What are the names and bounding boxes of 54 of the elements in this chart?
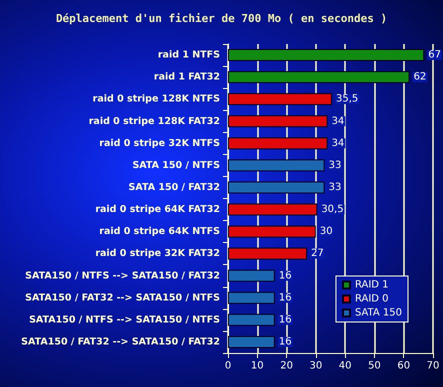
x-tick-label: 60 bbox=[397, 360, 410, 372]
y-tick-label: raid 0 stripe 32K FAT32 bbox=[95, 248, 220, 260]
y-tick-label: SATA150 / FAT32 --> SATA150 / NTFS bbox=[25, 292, 220, 304]
data-label: 16 bbox=[278, 292, 292, 304]
bar bbox=[228, 204, 318, 216]
x-tick-label: 0 bbox=[224, 360, 232, 372]
x-tick-label: 50 bbox=[368, 360, 381, 372]
data-label: 35,5 bbox=[336, 94, 358, 105]
data-label: 33 bbox=[328, 182, 342, 193]
y-tick-label: raid 1 NTFS bbox=[158, 50, 220, 61]
bar bbox=[228, 270, 275, 282]
bar bbox=[228, 248, 308, 260]
data-label: 16 bbox=[278, 336, 292, 348]
y-tick-label: raid 0 stripe 128K NTFS bbox=[92, 94, 220, 105]
data-label: 33 bbox=[328, 160, 342, 171]
data-label: 16 bbox=[278, 314, 292, 326]
y-tick-label: SATA 150 / NTFS bbox=[132, 160, 220, 171]
y-tick-label: raid 0 stripe 64K FAT32 bbox=[95, 204, 220, 216]
bar bbox=[228, 159, 325, 172]
data-label: 62 bbox=[414, 72, 426, 83]
bar bbox=[228, 336, 275, 348]
y-tick-label: SATA 150 / FAT32 bbox=[128, 182, 220, 193]
data-label: 30,5 bbox=[321, 204, 344, 216]
data-label: 27 bbox=[311, 248, 324, 260]
legend-label: SATA 150 bbox=[354, 308, 402, 318]
legend-label: RAID 0 bbox=[354, 294, 389, 304]
x-tick-label: 10 bbox=[250, 360, 264, 372]
bar bbox=[228, 49, 424, 62]
bar bbox=[228, 226, 316, 238]
y-tick-label: raid 1 FAT32 bbox=[154, 72, 220, 83]
bar bbox=[228, 181, 325, 194]
data-label: 16 bbox=[278, 270, 292, 282]
y-tick-label: SATA150 / FAT32 --> SATA150 / FAT32 bbox=[21, 336, 220, 348]
legend-label: RAID 1 bbox=[354, 280, 389, 290]
chart-title: Déplacement d'un fichier de 700 Mo ( en secondes ) bbox=[56, 12, 388, 25]
y-tick-label: SATA150 / NTFS --> SATA150 / NTFS bbox=[29, 314, 220, 326]
data-label: 34 bbox=[332, 138, 344, 149]
bar bbox=[228, 71, 410, 84]
bar bbox=[228, 115, 328, 128]
bar bbox=[228, 93, 332, 106]
x-tick-label: 40 bbox=[338, 360, 352, 372]
bar bbox=[228, 314, 275, 326]
x-tick-label: 70 bbox=[426, 360, 440, 372]
data-label: 30 bbox=[320, 226, 333, 238]
x-tick-label: 30 bbox=[309, 360, 322, 372]
y-tick-label: raid 0 stripe 64K NTFS bbox=[99, 226, 220, 238]
y-tick-label: raid 0 stripe 128K FAT32 bbox=[88, 116, 220, 127]
data-label: 34 bbox=[332, 116, 344, 127]
x-tick-label: 20 bbox=[280, 360, 293, 372]
bar bbox=[228, 292, 275, 304]
y-tick-label: raid 0 stripe 32K NTFS bbox=[99, 138, 220, 149]
y-tick-label: SATA150 / NTFS --> SATA150 / FAT32 bbox=[25, 270, 220, 282]
bar bbox=[228, 137, 328, 150]
data-label: 67 bbox=[428, 50, 441, 61]
